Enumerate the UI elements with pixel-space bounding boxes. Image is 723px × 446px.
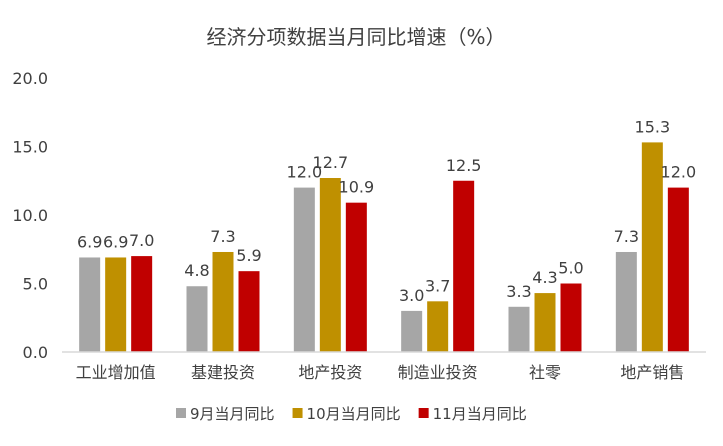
y-tick-label: 10.0 bbox=[12, 206, 48, 225]
x-tick-label: 制造业投资 bbox=[398, 363, 478, 382]
data-label: 5.0 bbox=[558, 259, 583, 278]
bar bbox=[293, 187, 315, 352]
x-tick-label: 基建投资 bbox=[191, 363, 255, 382]
legend-label: 10月当月同比 bbox=[307, 405, 401, 423]
bar bbox=[667, 187, 689, 352]
x-tick-label: 社零 bbox=[529, 363, 561, 382]
chart-title: 经济分项数据当月同比增速（%） bbox=[206, 25, 505, 49]
x-tick-label: 工业增加值 bbox=[76, 363, 156, 382]
data-label: 4.3 bbox=[532, 268, 557, 287]
y-tick-label: 5.0 bbox=[23, 275, 48, 294]
data-label: 6.9 bbox=[77, 232, 102, 251]
legend-swatch bbox=[418, 408, 429, 418]
data-label: 4.8 bbox=[184, 261, 209, 280]
data-label: 12.0 bbox=[661, 163, 697, 182]
data-label: 5.9 bbox=[236, 246, 261, 265]
data-label: 12.7 bbox=[313, 153, 349, 172]
bar bbox=[345, 202, 367, 352]
legend-label: 9月当月同比 bbox=[190, 405, 275, 423]
data-label: 7.0 bbox=[129, 231, 154, 250]
data-label: 3.7 bbox=[425, 276, 450, 295]
data-label: 3.0 bbox=[399, 286, 424, 305]
data-label: 7.3 bbox=[210, 227, 235, 246]
bar bbox=[401, 310, 423, 352]
bar bbox=[212, 251, 234, 352]
bar bbox=[79, 257, 101, 352]
data-label: 3.3 bbox=[506, 282, 531, 301]
bar bbox=[641, 142, 663, 352]
bar bbox=[105, 257, 127, 352]
bar bbox=[560, 283, 582, 352]
data-label: 6.9 bbox=[103, 232, 128, 251]
x-tick-label: 地产投资 bbox=[298, 363, 362, 382]
y-tick-label: 20.0 bbox=[12, 69, 48, 88]
legend-swatch bbox=[176, 408, 186, 418]
y-tick-label: 15.0 bbox=[12, 138, 48, 157]
data-label: 12.5 bbox=[446, 156, 482, 175]
bar bbox=[615, 251, 637, 352]
data-label: 12.0 bbox=[287, 163, 323, 182]
x-tick-label: 地产销售 bbox=[620, 363, 684, 382]
bar bbox=[319, 178, 341, 352]
legend-label: 11月当月同比 bbox=[433, 405, 527, 423]
data-label: 15.3 bbox=[635, 117, 671, 136]
data-label: 10.9 bbox=[339, 178, 375, 197]
data-label: 7.3 bbox=[614, 227, 639, 246]
bar bbox=[427, 301, 449, 352]
y-tick-label: 0.0 bbox=[23, 343, 48, 362]
legend-swatch bbox=[292, 408, 303, 418]
bar bbox=[186, 286, 208, 352]
bar bbox=[508, 306, 530, 352]
bar bbox=[131, 256, 153, 352]
bar bbox=[453, 180, 475, 352]
bar bbox=[534, 293, 556, 352]
bar bbox=[238, 271, 260, 352]
